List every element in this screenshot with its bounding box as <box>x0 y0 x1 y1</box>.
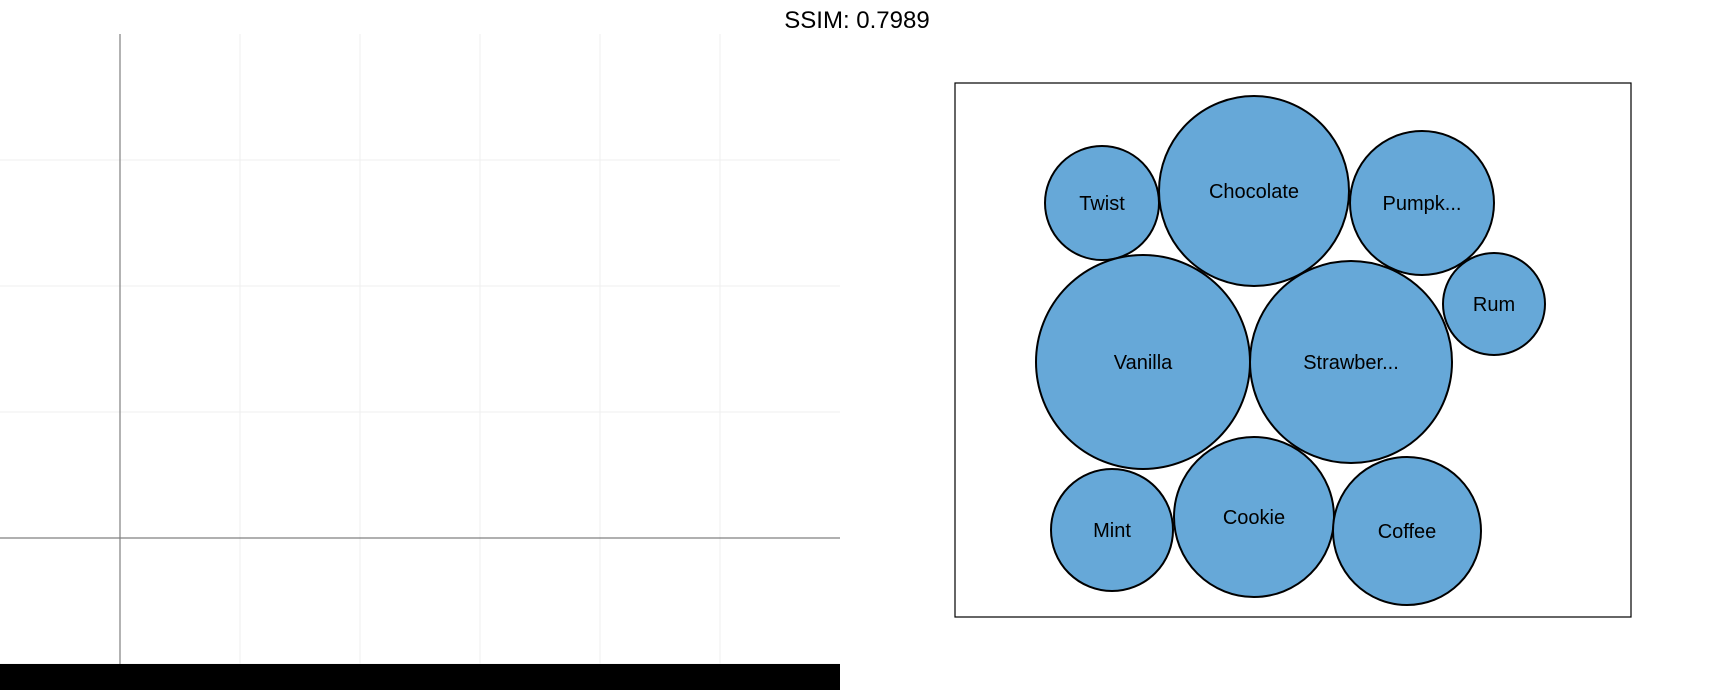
left-panel <box>0 34 840 690</box>
bubble-label: Rum <box>1473 294 1515 316</box>
bubble-strawber: Strawber... <box>1249 260 1453 464</box>
bubble-circle <box>1050 468 1174 592</box>
bubble-chart: Twist Chocolate Pumpk... Rum Vanilla Strawber… <box>954 82 1632 618</box>
bubble-label: Chocolate <box>1209 181 1299 203</box>
bubble-twist: Twist <box>1044 145 1160 261</box>
bubble-label: Mint <box>1093 520 1131 542</box>
bubble-circle <box>1332 456 1482 606</box>
left-bottom-bar <box>0 664 840 690</box>
bubble-coffee: Coffee <box>1332 456 1482 606</box>
bubble-circle <box>1349 130 1495 276</box>
bubble-vanilla: Vanilla <box>1035 254 1251 470</box>
bubble-chocolate: Chocolate <box>1158 95 1350 287</box>
bubble-circle <box>1442 252 1546 356</box>
bubble-label: Pumpk... <box>1383 193 1462 215</box>
page-title: SSIM: 0.7989 <box>784 7 929 34</box>
bubble-label: Twist <box>1079 193 1125 215</box>
bubble-circle <box>1158 95 1350 287</box>
bubble-rum: Rum <box>1442 252 1546 356</box>
bubble-mint: Mint <box>1050 468 1174 592</box>
bubble-circle <box>1249 260 1453 464</box>
bubble-pumpk: Pumpk... <box>1349 130 1495 276</box>
bubble-label: Cookie <box>1223 507 1285 529</box>
bubble-layer: Twist Chocolate Pumpk... Rum Vanilla Strawber… <box>1035 95 1546 606</box>
bubble-label: Strawber... <box>1303 352 1399 374</box>
bubble-label: Coffee <box>1378 521 1437 543</box>
bubble-label: Vanilla <box>1114 352 1173 374</box>
left-panel-background <box>0 34 840 664</box>
bubble-cookie: Cookie <box>1173 436 1335 598</box>
